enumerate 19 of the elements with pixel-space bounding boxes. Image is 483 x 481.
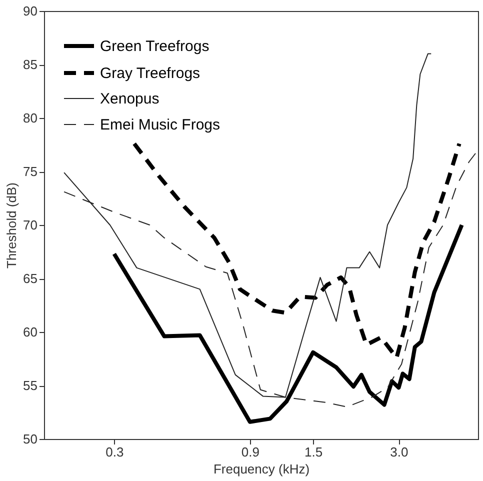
legend-label: Emei Music Frogs — [100, 116, 220, 134]
y-tick-label: 70 — [23, 218, 38, 232]
legend-label: Gray Treefrogs — [100, 65, 200, 82]
x-tick-label: 3.0 — [390, 444, 408, 460]
legend-label: Xenopus — [100, 90, 160, 108]
x-axis-title: Frequency (kHz) — [213, 462, 310, 476]
y-tick-label: 85 — [23, 57, 38, 72]
y-tick-label: 50 — [23, 432, 38, 446]
y-tick-label: 65 — [23, 271, 38, 286]
y-tick-label: 60 — [23, 324, 38, 340]
x-tick-label: 0.3 — [106, 444, 124, 460]
y-tick-label: 55 — [23, 378, 38, 393]
y-axis-title: Threshold (dB) — [4, 182, 20, 268]
x-tick-label: 0.9 — [241, 444, 260, 460]
y-tick-label: 90 — [23, 4, 38, 18]
legend-label: Green Treefrogs — [100, 38, 210, 55]
y-tick-label: 80 — [23, 110, 38, 126]
x-tick-label: 1.5 — [304, 444, 323, 460]
y-tick-label: 75 — [23, 164, 38, 179]
